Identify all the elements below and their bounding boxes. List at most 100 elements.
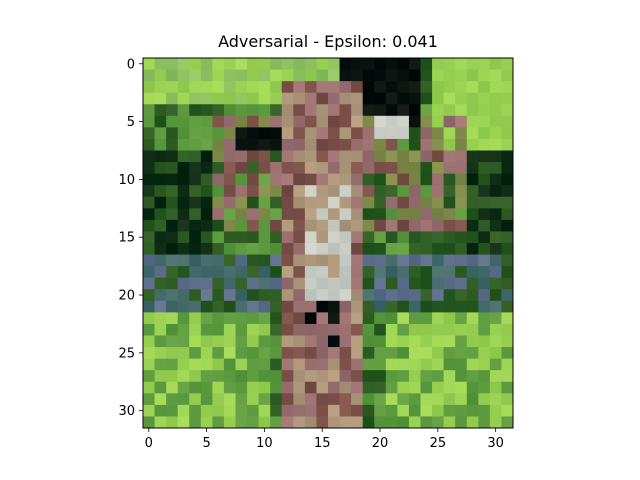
image-pixel	[374, 300, 387, 313]
image-pixel	[212, 277, 225, 290]
image-pixel	[432, 92, 445, 105]
image-pixel	[489, 300, 502, 313]
image-pixel	[432, 347, 445, 360]
image-pixel	[258, 150, 271, 163]
image-pixel	[362, 219, 375, 232]
image-pixel	[247, 358, 260, 371]
image-pixel	[258, 81, 271, 94]
image-pixel	[455, 115, 468, 128]
image-pixel	[270, 381, 283, 394]
image-pixel	[304, 358, 317, 371]
image-pixel	[489, 243, 502, 255]
image-pixel	[200, 138, 213, 151]
image-pixel	[501, 323, 514, 336]
image-pixel	[397, 266, 410, 279]
image-pixel	[489, 69, 502, 82]
image-pixel	[200, 358, 213, 371]
image-pixel	[351, 277, 364, 290]
image-pixel	[432, 173, 445, 186]
image-pixel	[362, 289, 375, 302]
image-pixel	[408, 266, 421, 279]
image-pixel	[212, 416, 225, 429]
image-pixel	[478, 254, 491, 267]
image-pixel	[316, 92, 329, 105]
image-pixel	[235, 347, 248, 360]
image-pixel	[200, 416, 213, 429]
image-pixel	[223, 150, 236, 163]
image-pixel	[212, 347, 225, 360]
image-pixel	[235, 185, 248, 198]
image-pixel	[362, 115, 375, 128]
image-pixel	[489, 381, 502, 394]
image-pixel	[316, 138, 329, 151]
image-pixel	[397, 219, 410, 232]
image-pixel	[143, 138, 155, 151]
image-pixel	[316, 219, 329, 232]
image-pixel	[432, 254, 445, 267]
image-pixel	[154, 69, 167, 82]
image-pixel	[212, 381, 225, 394]
image-pixel	[466, 69, 479, 82]
image-pixel	[258, 162, 271, 175]
image-pixel	[501, 393, 514, 406]
image-pixel	[432, 104, 445, 117]
image-pixel	[478, 404, 491, 417]
image-pixel	[408, 312, 421, 325]
image-pixel	[154, 416, 167, 429]
image-pixel	[362, 277, 375, 290]
image-pixel	[189, 173, 202, 186]
image-pixel	[223, 127, 236, 140]
image-pixel	[212, 69, 225, 82]
image-pixel	[223, 173, 236, 186]
image-pixel	[478, 196, 491, 209]
image-pixel	[351, 243, 364, 255]
image-pixel	[328, 289, 340, 302]
image-pixel	[397, 335, 410, 348]
image-pixel	[258, 370, 271, 383]
image-pixel	[420, 370, 433, 383]
image-pixel	[339, 300, 352, 313]
image-pixel	[362, 231, 375, 244]
image-pixel	[362, 196, 375, 209]
image-pixel	[466, 219, 479, 232]
image-pixel	[466, 347, 479, 360]
image-pixel	[258, 347, 271, 360]
image-pixel	[501, 277, 514, 290]
image-pixel	[143, 58, 155, 70]
image-pixel	[235, 127, 248, 140]
image-pixel	[408, 381, 421, 394]
image-pixel	[143, 416, 155, 429]
image-pixel	[212, 92, 225, 105]
image-pixel	[154, 115, 167, 128]
image-pixel	[304, 277, 317, 290]
image-pixel	[235, 243, 248, 255]
image-pixel	[189, 231, 202, 244]
image-pixel	[443, 162, 456, 175]
image-pixel	[177, 185, 190, 198]
image-pixel	[351, 196, 364, 209]
image-pixel	[385, 347, 398, 360]
image-pixel	[189, 243, 202, 255]
image-pixel	[189, 381, 202, 394]
image-pixel	[420, 208, 433, 221]
image-pixel	[443, 69, 456, 82]
image-pixel	[166, 69, 179, 82]
image-pixel	[189, 393, 202, 406]
image-pixel	[339, 219, 352, 232]
image-pixel	[385, 92, 398, 105]
image-pixel	[200, 277, 213, 290]
image-pixel	[408, 323, 421, 336]
image-pixel	[304, 393, 317, 406]
image-pixel	[200, 92, 213, 105]
image-pixel	[466, 185, 479, 198]
image-pixel	[466, 81, 479, 94]
image-pixel	[143, 173, 155, 186]
image-pixel	[258, 127, 271, 140]
image-pixel	[154, 162, 167, 175]
image-pixel	[143, 300, 155, 313]
image-pixel	[466, 381, 479, 394]
image-pixel	[385, 115, 398, 128]
image-pixel	[189, 370, 202, 383]
image-pixel	[432, 208, 445, 221]
image-pixel	[362, 208, 375, 221]
